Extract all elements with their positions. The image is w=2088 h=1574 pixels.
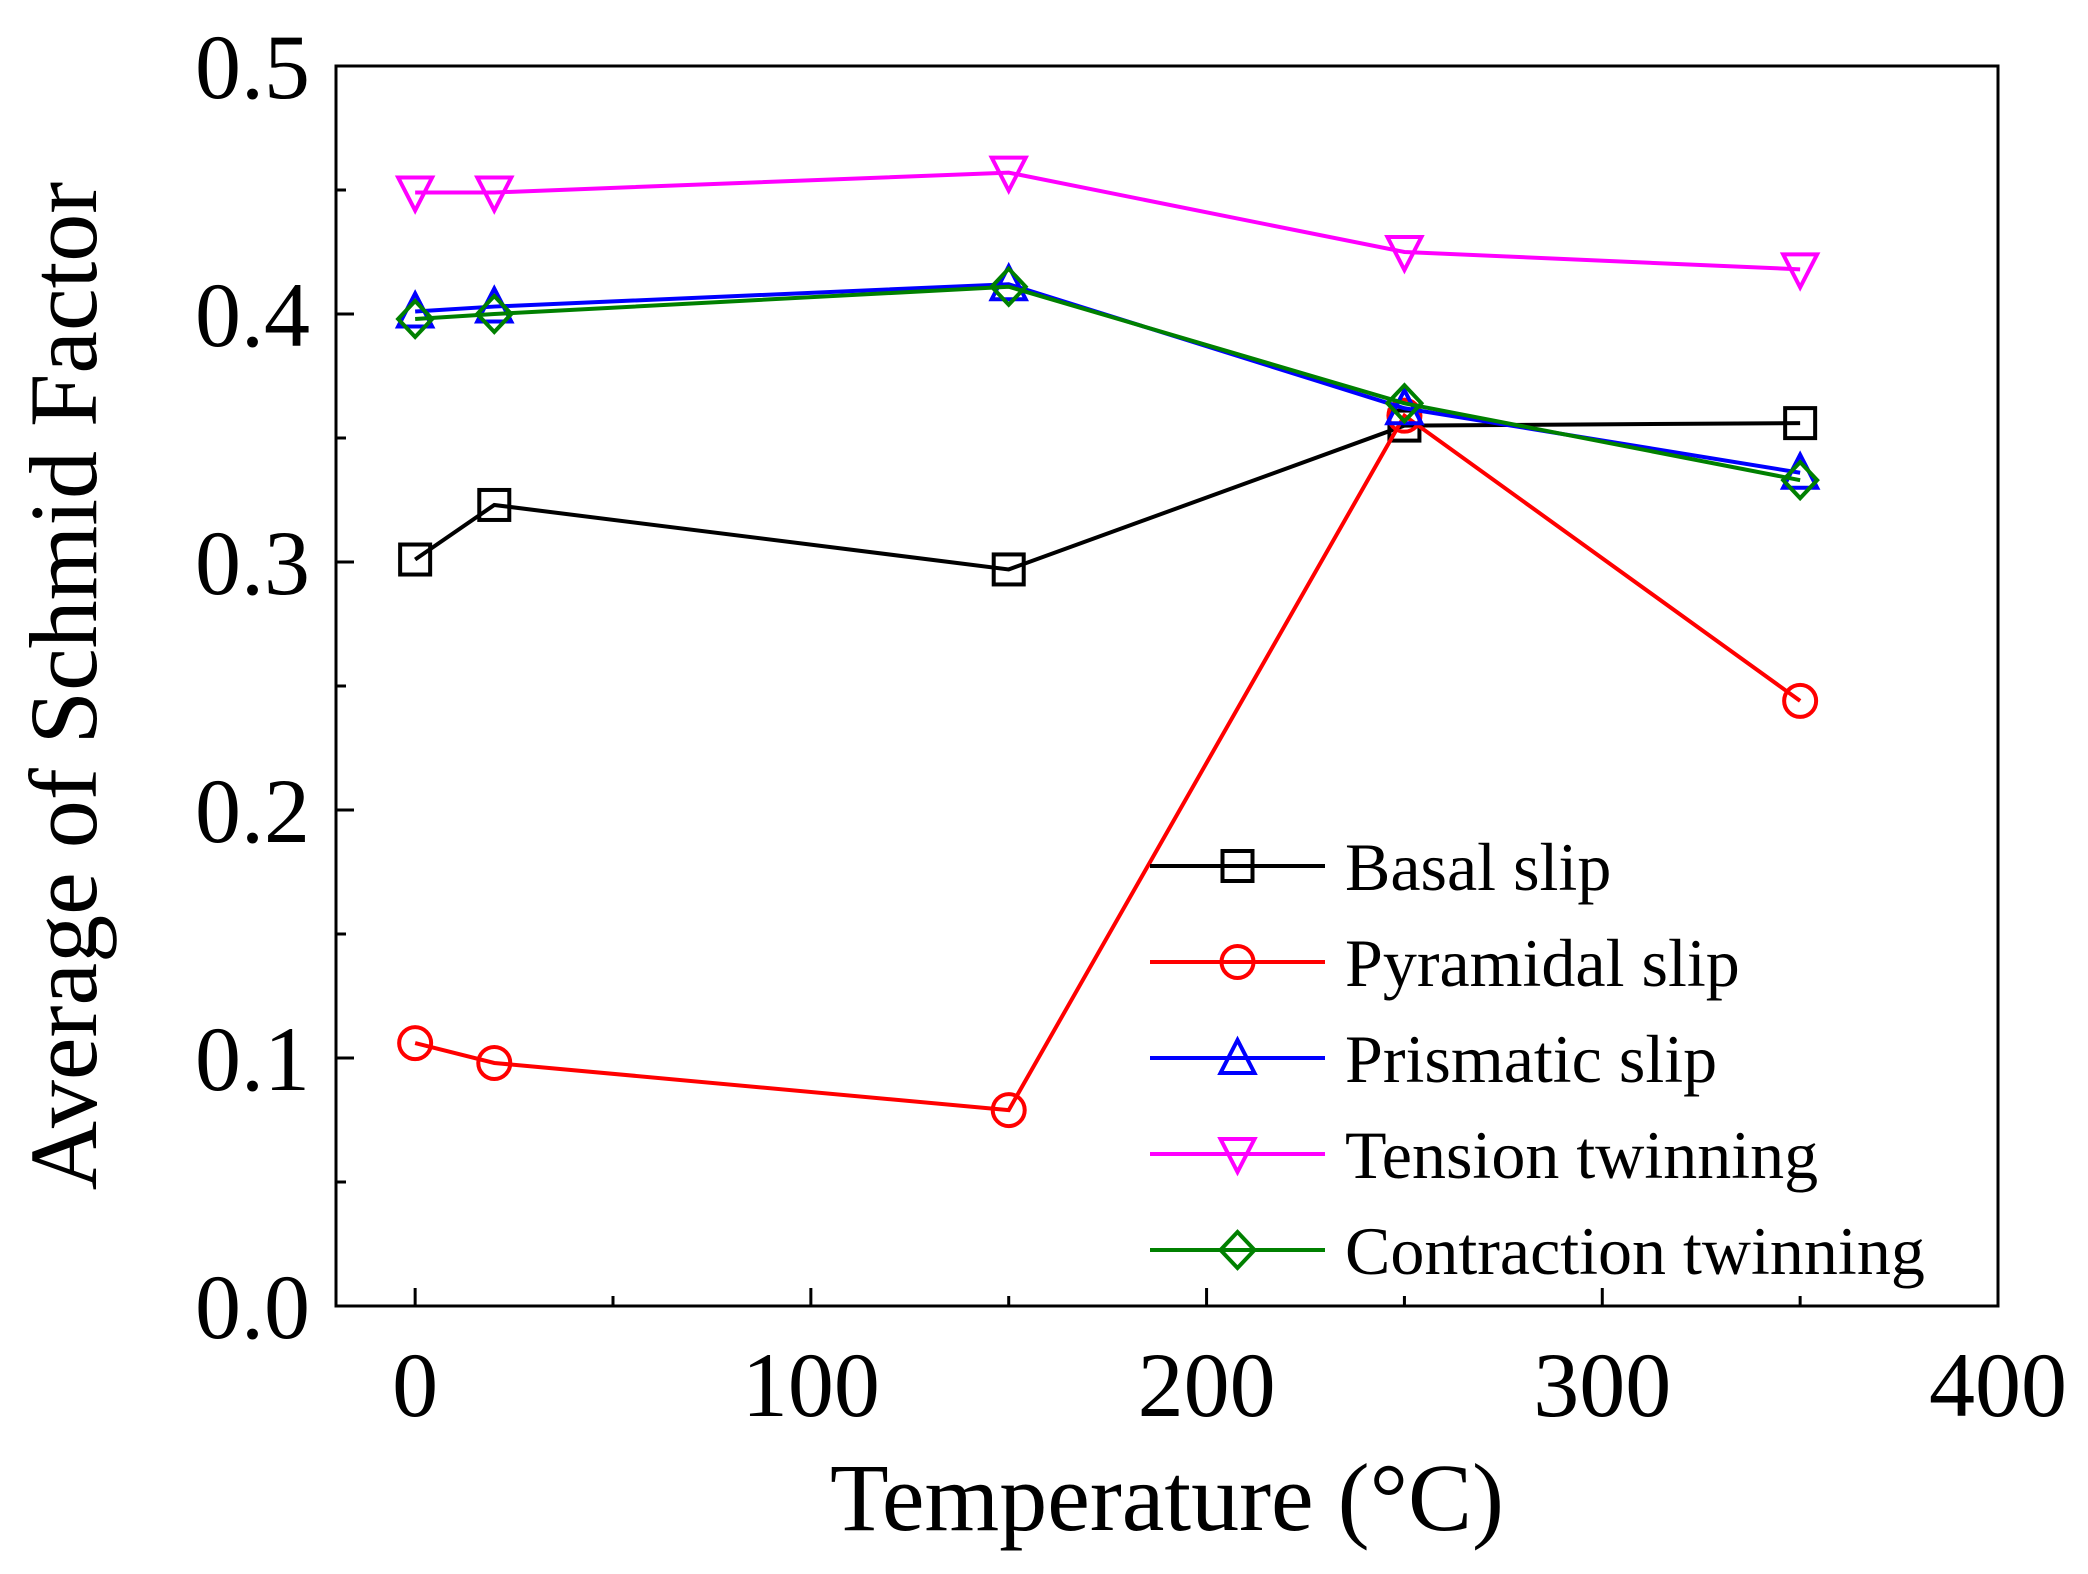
- data-point: [1779, 252, 1821, 292]
- x-tick-label: 200: [1138, 1334, 1276, 1436]
- legend-label: Prismatic slip: [1345, 1021, 1717, 1097]
- data-point: [1384, 235, 1425, 275]
- legend-item: Contraction twinning: [1150, 1213, 1925, 1289]
- data-point: [474, 175, 515, 215]
- series-line: [415, 170, 1801, 272]
- y-tick-label: 0.1: [195, 1008, 310, 1110]
- series-prismatic-slip: [394, 261, 1821, 490]
- legend-item: Prismatic slip: [1150, 1021, 1717, 1097]
- axis-ticks: 0 100 200 300 400 0.0 0.1 0.2 0.3 0.4 0.5: [195, 16, 2067, 1436]
- y-tick-label: 0.3: [195, 512, 310, 614]
- legend-marker: [1217, 1137, 1258, 1177]
- legend-marker: [1219, 944, 1256, 980]
- data-point: [1782, 682, 1819, 719]
- legend-label: Tension twinning: [1345, 1117, 1818, 1193]
- x-tick-label: 0: [392, 1334, 438, 1436]
- data-point: [1783, 406, 1818, 441]
- data-point: [397, 1025, 434, 1062]
- data-point: [1780, 459, 1820, 502]
- series-line: [414, 421, 1801, 572]
- series-layer: [394, 155, 1821, 1129]
- x-tick-label: 300: [1533, 1334, 1671, 1436]
- series-line: [415, 282, 1801, 475]
- legend-item: Basal slip: [1150, 829, 1611, 905]
- data-point: [477, 487, 512, 522]
- legend-item: Pyramidal slip: [1150, 925, 1740, 1001]
- legend: Basal slip Pyramidal slip Prismatic slip Te…: [1150, 829, 1925, 1289]
- series-line: [415, 284, 1801, 483]
- y-tick-label: 0.5: [195, 16, 310, 118]
- data-point: [398, 542, 433, 577]
- data-point: [476, 1044, 513, 1081]
- series-contraction-twinning: [395, 265, 1820, 502]
- legend-marker: [1220, 849, 1255, 883]
- data-point: [1386, 397, 1423, 434]
- x-tick-label: 400: [1929, 1334, 2067, 1436]
- y-axis-title: Average of Schmid Factor: [10, 182, 117, 1191]
- data-point: [1384, 382, 1425, 425]
- y-tick-label: 0.4: [195, 264, 310, 366]
- data-point: [988, 155, 1029, 196]
- series-pyramidal-slip: [397, 397, 1819, 1129]
- data-point: [395, 298, 435, 340]
- data-point: [988, 261, 1029, 302]
- data-point: [394, 175, 436, 215]
- legend-marker: [1217, 1229, 1258, 1271]
- legend-label: Pyramidal slip: [1345, 925, 1740, 1001]
- legend-label: Contraction twinning: [1345, 1213, 1925, 1289]
- y-tick-label: 0.2: [195, 760, 310, 862]
- data-point: [988, 265, 1029, 308]
- legend-marker: [1217, 1035, 1258, 1075]
- x-tick-label: 100: [742, 1334, 880, 1436]
- legend-label: Basal slip: [1345, 829, 1611, 905]
- data-point: [474, 293, 515, 335]
- y-tick-label: 0.0: [195, 1256, 310, 1358]
- x-axis-title: Temperature (°C): [830, 1444, 1504, 1551]
- data-point: [991, 552, 1026, 587]
- series-line: [414, 412, 1802, 1113]
- data-point: [990, 1092, 1027, 1129]
- legend-item: Tension twinning: [1150, 1117, 1818, 1193]
- series-tension-twinning: [394, 155, 1821, 292]
